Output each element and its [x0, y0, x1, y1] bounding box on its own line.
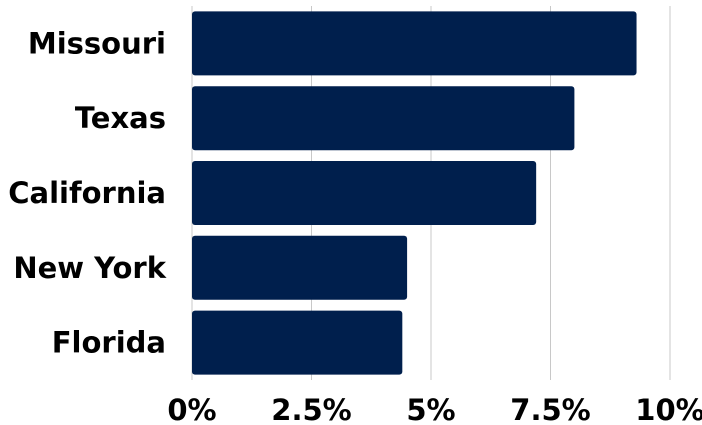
x-tick-label: 5% — [406, 393, 455, 425]
x-tick-label: 0% — [167, 393, 216, 425]
x-tick-label: 2.5% — [271, 393, 351, 425]
x-tick-label: 7.5% — [510, 393, 590, 425]
category-label: California — [8, 176, 166, 210]
category-label: Florida — [52, 326, 166, 360]
bar-california — [192, 161, 537, 225]
bar-layer — [192, 11, 637, 375]
category-label: New York — [13, 251, 166, 285]
bar-new-york — [192, 235, 408, 300]
bar-texas — [192, 86, 575, 151]
x-tick-label: 10% — [635, 393, 702, 425]
category-labels: Missouri Texas California New York Florida — [8, 26, 166, 359]
bar-missouri — [192, 11, 637, 76]
x-axis-tick-labels: 0% 2.5% 5% 7.5% 10% — [167, 393, 702, 425]
category-label: Texas — [75, 101, 166, 135]
category-label: Missouri — [28, 26, 166, 60]
bar-florida — [192, 310, 403, 375]
